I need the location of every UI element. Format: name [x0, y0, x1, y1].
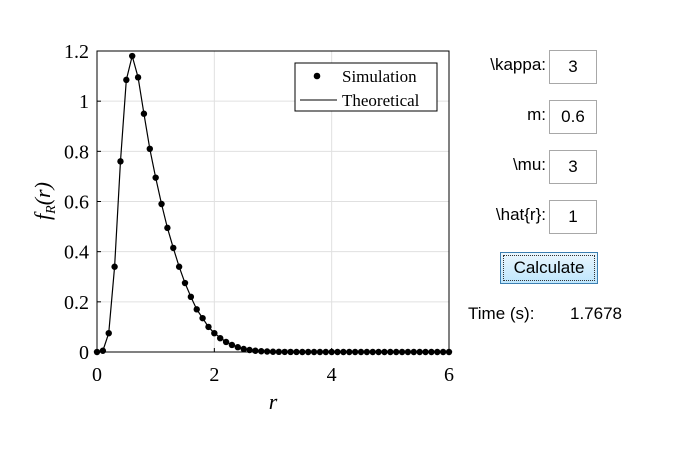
- simulation-point: [187, 293, 195, 301]
- simulation-point: [99, 347, 107, 354]
- simulation-point: [445, 348, 453, 356]
- simulation-point: [193, 306, 200, 313]
- time-label: Time (s):: [468, 304, 535, 323]
- simulation-point: [252, 347, 259, 354]
- simulation-point: [93, 348, 101, 356]
- rhat-input[interactable]: [549, 200, 597, 234]
- mu-label: \mu:: [512, 155, 546, 174]
- simulation-point: [146, 145, 153, 153]
- legend-box: [294, 62, 438, 112]
- simulation-point: [369, 348, 376, 356]
- simulation-point: [346, 348, 353, 356]
- simulation-point: [105, 329, 112, 337]
- simulation-point: [422, 348, 429, 356]
- simulation-point: [340, 348, 347, 356]
- simulation-point: [428, 348, 435, 356]
- simulation-point: [357, 348, 365, 356]
- simulation-point: [375, 348, 382, 356]
- simulation-point: [269, 348, 277, 355]
- simulation-point: [211, 329, 218, 337]
- y-tick-label: 1: [79, 91, 89, 113]
- y-tick-label: 0.6: [64, 192, 89, 214]
- simulation-point: [205, 323, 212, 331]
- svg-text:fR(r): fR(r): [30, 182, 59, 220]
- simulation-point: [287, 348, 294, 356]
- x-tick-label: 0: [92, 364, 102, 386]
- y-tick-label: 0.4: [64, 242, 89, 264]
- simulation-point: [281, 348, 288, 356]
- x-tick-label: 4: [327, 364, 337, 386]
- simulation-point: [164, 224, 171, 232]
- m-input[interactable]: [549, 100, 597, 134]
- x-tick-label: 6: [444, 364, 454, 386]
- simulation-point: [123, 76, 130, 84]
- mu-input[interactable]: [549, 150, 597, 184]
- simulation-point: [240, 345, 247, 353]
- legend-theoretical-label: Theoretical: [342, 91, 420, 110]
- plot-legend: Simulation Theoretical: [294, 62, 438, 112]
- simulation-point: [387, 348, 394, 356]
- time-value: 1.7678: [570, 304, 622, 323]
- simulation-point: [228, 341, 236, 349]
- plot-series: [93, 52, 453, 356]
- simulation-point: [299, 348, 306, 356]
- legend-simulation-marker: [313, 72, 321, 80]
- simulation-point: [328, 348, 335, 356]
- y-tick-label: 0.8: [64, 141, 89, 163]
- y-tick-label: 0: [79, 342, 89, 364]
- simulation-point: [175, 263, 183, 270]
- simulation-point: [393, 348, 400, 356]
- simulation-point: [381, 348, 388, 356]
- simulation-point: [217, 335, 224, 342]
- simulation-point: [416, 348, 423, 356]
- simulation-point: [158, 200, 165, 208]
- x-axis-label: r: [269, 389, 278, 414]
- legend-simulation-label: Simulation: [342, 67, 417, 86]
- simulation-point: [316, 348, 324, 356]
- simulation-point: [293, 348, 300, 356]
- simulation-point: [181, 279, 189, 287]
- simulation-point: [117, 158, 124, 165]
- simulation-point: [404, 348, 412, 356]
- simulation-point: [310, 348, 318, 356]
- simulation-point: [398, 348, 406, 356]
- simulation-point: [111, 263, 118, 270]
- x-tick-label: 2: [209, 364, 219, 386]
- simulation-point: [140, 110, 148, 117]
- simulation-point: [222, 338, 230, 346]
- simulation-point: [305, 348, 312, 356]
- simulation-point: [434, 348, 441, 356]
- kappa-label: \kappa:: [490, 55, 546, 74]
- simulation-point: [234, 344, 241, 351]
- simulation-point: [439, 348, 447, 356]
- simulation-point: [351, 348, 359, 356]
- y-tick-label: 1.2: [64, 41, 89, 63]
- kappa-input[interactable]: [549, 50, 597, 84]
- simulation-point: [129, 52, 136, 60]
- simulation-point: [410, 348, 417, 356]
- y-tick-label: 0.2: [64, 292, 89, 314]
- m-label: m:: [527, 105, 546, 124]
- axis-ticks: 0 2 4 6 0 0.2 0.4 0.6 0.8 1 1.2: [64, 41, 454, 386]
- calculate-button[interactable]: Calculate: [500, 252, 598, 284]
- simulation-point: [363, 348, 371, 356]
- simulation-point: [334, 348, 341, 356]
- simulation-point: [246, 346, 253, 354]
- simulation-point: [134, 74, 142, 81]
- simulation-point: [263, 348, 271, 355]
- simulation-point: [170, 244, 177, 252]
- simulation-point: [152, 174, 159, 181]
- rhat-label: \hat{r}:: [495, 205, 546, 224]
- simulation-point: [258, 348, 265, 355]
- y-axis-label: fR(r): [30, 182, 59, 220]
- simulation-point: [199, 314, 206, 322]
- simulation-point: [275, 348, 283, 356]
- simulation-point: [322, 348, 329, 356]
